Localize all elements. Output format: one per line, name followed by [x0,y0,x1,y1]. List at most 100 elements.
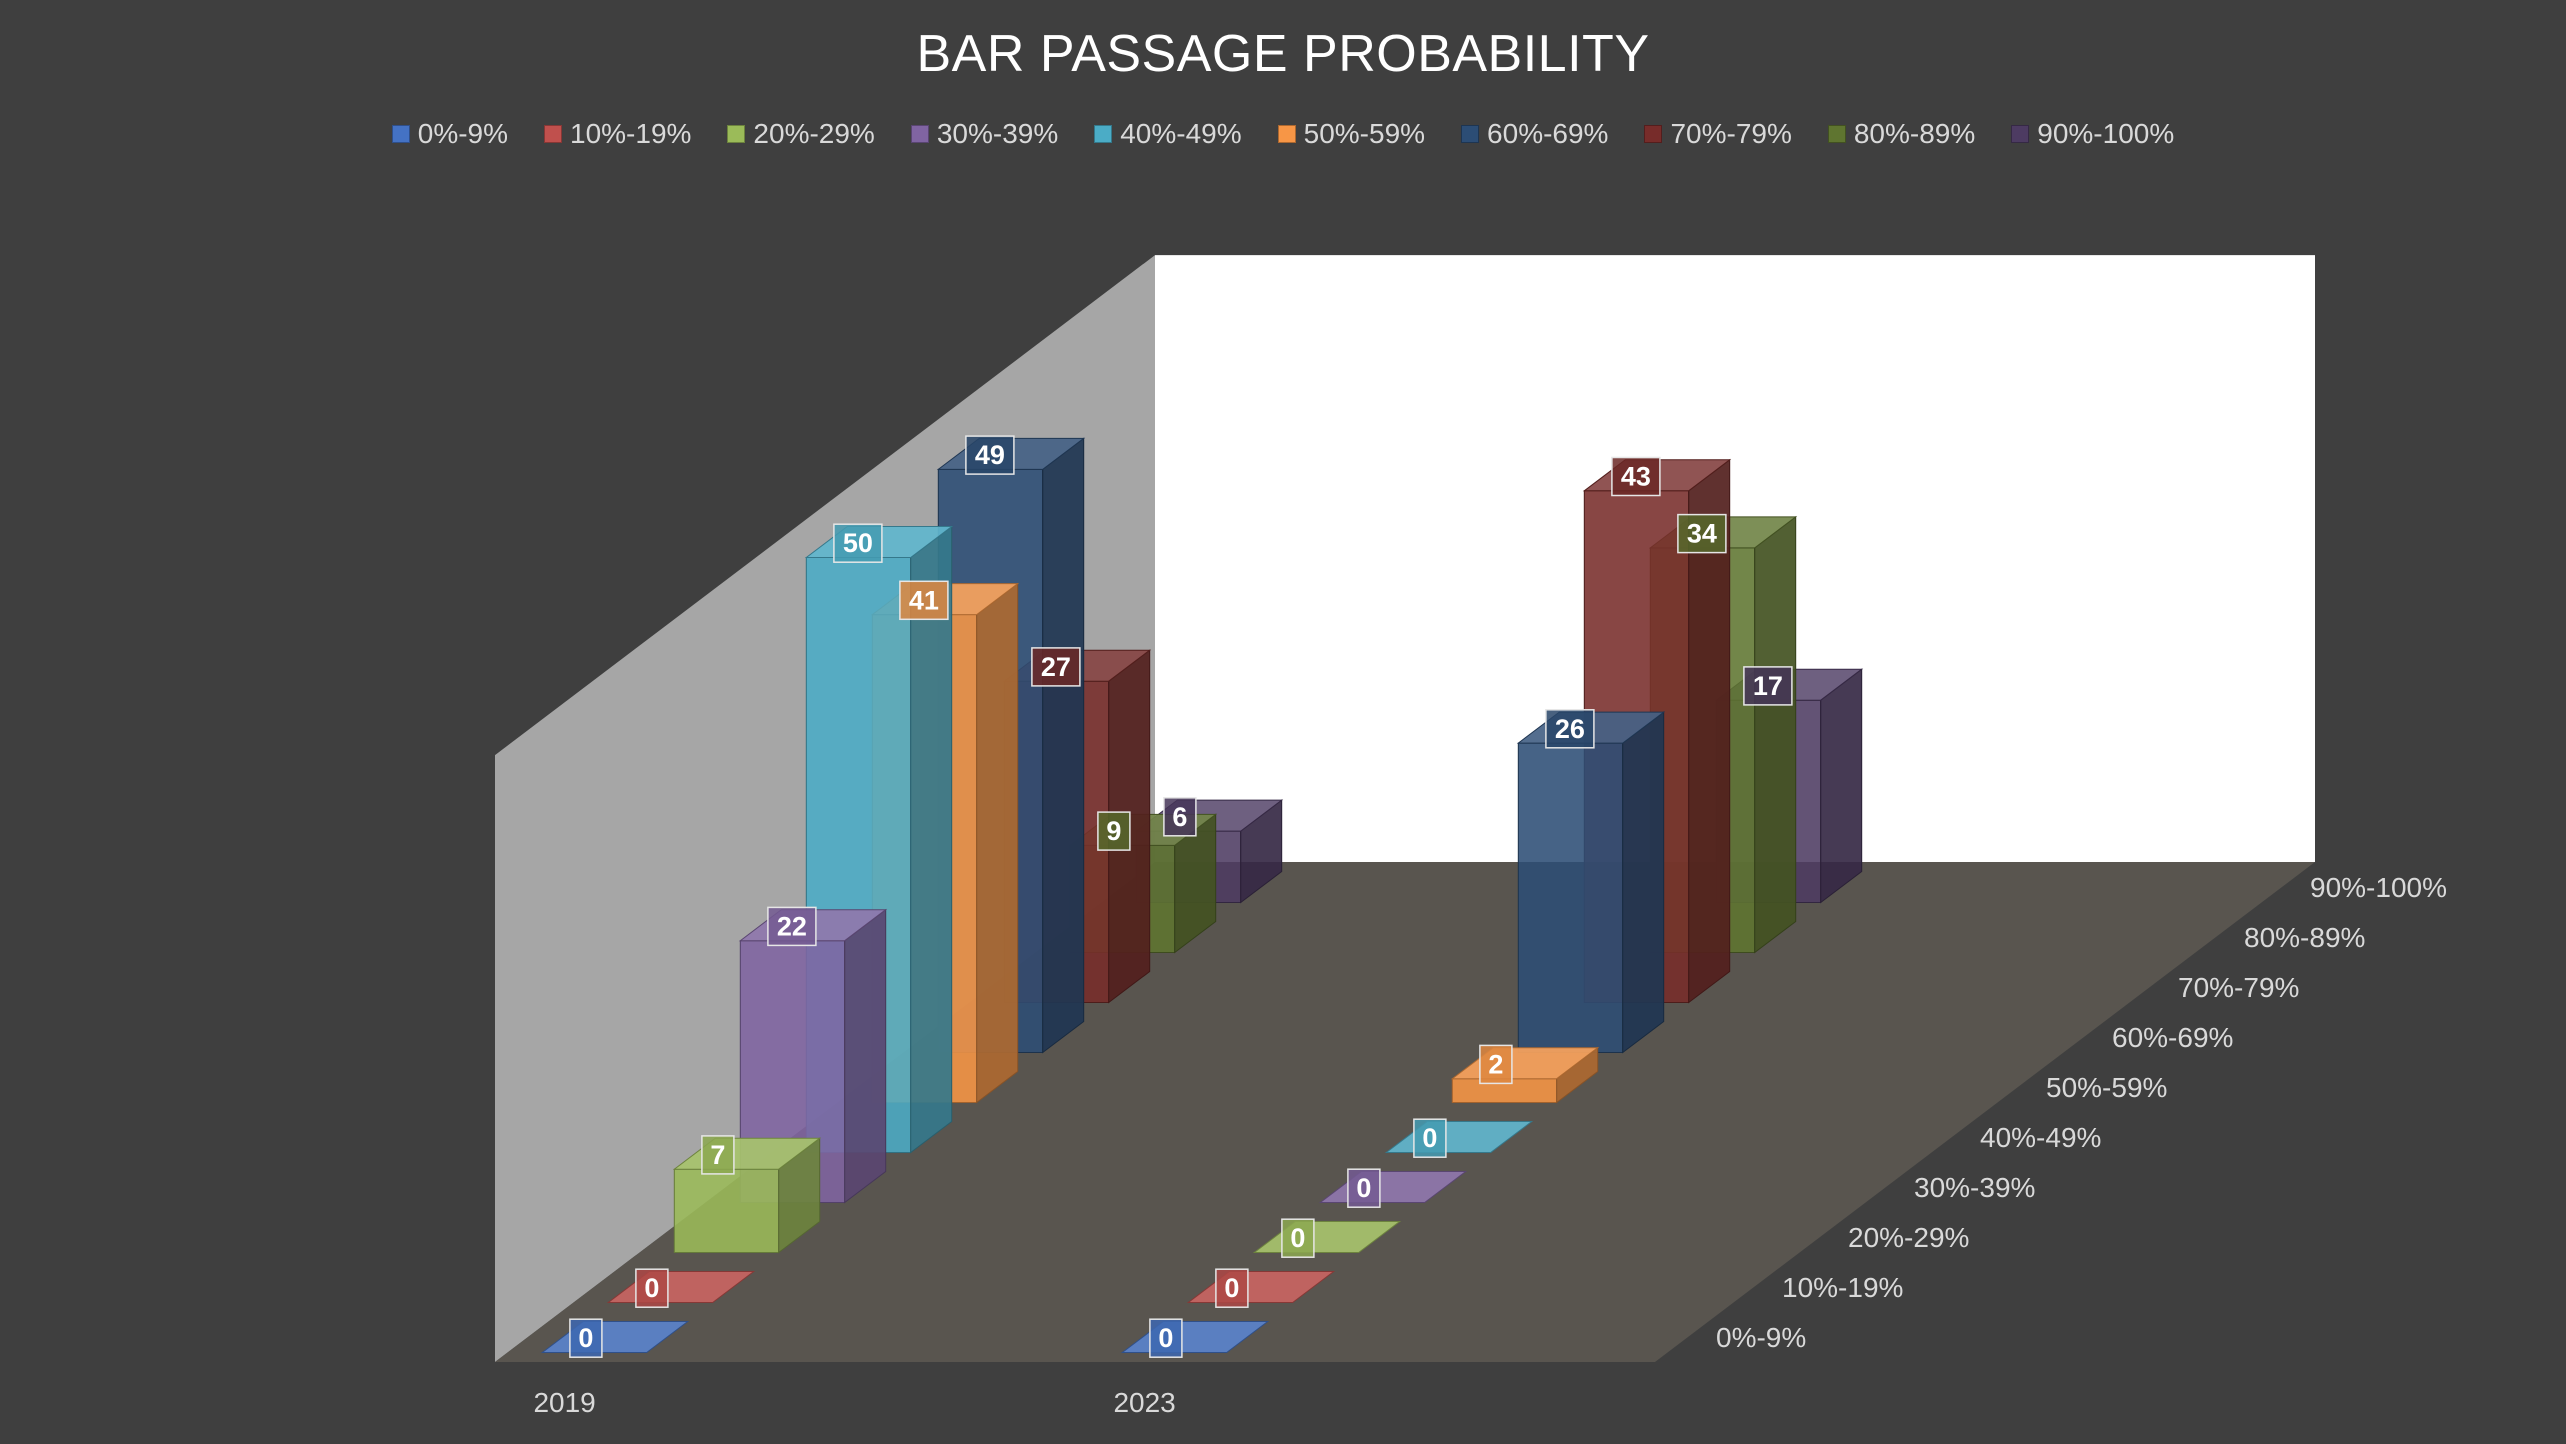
bar-side [1820,668,1863,904]
data-label-text: 6 [1172,802,1187,832]
data-label-box [1347,1168,1381,1208]
data-label-box [833,523,883,563]
data-label: 49 [965,435,1015,475]
data-label-box [1097,811,1131,851]
data-label: 17 [1743,666,1793,706]
depth-tick-label: 60%-69% [2112,1022,2233,1053]
data-label-box [569,1318,603,1358]
data-label-box [1545,709,1595,749]
data-label-text: 50 [843,528,873,558]
data-label-box [1031,647,1081,687]
bar-front [1517,742,1624,1053]
legend-swatch [1461,125,1480,143]
bar-60-69-2023 [1516,711,1666,1054]
x-tick-label: 2023 [1113,1387,1175,1418]
legend-swatch [1644,125,1663,143]
data-label-text: 9 [1106,816,1121,846]
depth-tick-label: 50%-59% [2046,1072,2167,1103]
legend: 0%-9% 10%-19% 20%-29% 30%-39% 40%-49% 50%-59%… [0,118,2566,150]
legend-label: 0%-9% [417,118,509,149]
bar-side [1622,711,1665,1054]
legend-swatch [1827,125,1846,143]
data-label: 0 [569,1318,603,1358]
data-label: 0 [1215,1268,1249,1308]
data-label-text: 27 [1041,652,1071,682]
depth-tick-label: 10%-19% [1782,1272,1903,1303]
data-label-text: 17 [1753,671,1783,701]
data-label-text: 0 [1422,1123,1437,1153]
legend-label: 60%-69% [1487,118,1609,149]
legend-item-30-39: 30%-39% [910,118,1058,150]
data-label-box [1215,1268,1249,1308]
legend-swatch [727,125,746,143]
bar-side [910,525,953,1154]
data-label: 2 [1479,1044,1513,1085]
data-label-box [1479,1044,1513,1085]
data-label-box [965,435,1015,475]
data-label-text: 49 [975,440,1005,470]
legend-label: 40%-49% [1120,118,1242,149]
data-label-text: 43 [1621,462,1651,492]
legend-swatch [1277,125,1296,143]
data-label-box [1677,513,1727,554]
data-label: 0 [1281,1218,1315,1258]
data-label: 0 [1347,1168,1381,1208]
data-label-box [899,580,949,621]
data-label: 43 [1611,456,1661,497]
depth-tick-label: 20%-29% [1848,1222,1969,1253]
data-label-text: 0 [1356,1173,1371,1203]
data-label-box [1413,1118,1447,1158]
data-label-text: 0 [1224,1273,1239,1303]
bar-side [1042,437,1085,1054]
data-label-box [767,906,817,947]
x-tick-label: 2019 [533,1387,595,1418]
legend-swatch [910,125,929,143]
data-label-text: 0 [644,1273,659,1303]
legend-item-40-49: 40%-49% [1094,118,1242,150]
data-label-box [635,1268,669,1308]
data-label-box [1743,666,1793,706]
legend-swatch [391,125,410,143]
data-label-text: 41 [909,585,939,615]
data-label: 41 [899,580,949,621]
data-label: 26 [1545,709,1595,749]
depth-tick-label: 30%-39% [1914,1172,2035,1203]
legend-swatch [2011,125,2030,143]
data-label-text: 34 [1687,519,1717,549]
legend-swatch [1094,125,1113,143]
legend-label: 80%-89% [1853,118,1976,149]
data-label: 34 [1677,513,1727,554]
data-label-text: 7 [710,1140,725,1170]
data-label-text: 26 [1555,714,1585,744]
legend-label: 50%-59% [1303,118,1426,149]
legend-item-10-19: 10%-19% [544,118,691,150]
legend-item-90-100: 90%-100% [2011,118,2174,150]
legend-item-0-9: 0%-9% [391,118,509,150]
depth-tick-label: 80%-89% [2244,922,2365,953]
data-label-box [1611,456,1661,497]
data-label: 0 [1413,1118,1447,1158]
data-label: 6 [1163,797,1197,837]
floor [495,862,2315,1362]
legend-swatch [544,125,563,143]
depth-tick-label: 70%-79% [2178,972,2299,1003]
bar-20-29-2019 [672,1137,822,1254]
bar-front [673,1168,780,1253]
data-label-box [1149,1318,1183,1358]
data-label-text: 22 [777,911,807,941]
depth-tick-label: 0%-9% [1716,1322,1806,1353]
data-label-text: 2 [1488,1049,1503,1079]
data-label: 0 [635,1268,669,1308]
legend-label: 10%-19% [570,118,692,149]
data-label-text: 0 [1158,1323,1173,1353]
data-label: 22 [767,906,817,947]
legend-item-80-89: 80%-89% [1827,118,1976,150]
data-label: 9 [1097,811,1131,851]
legend-item-70-79: 70%-79% [1644,118,1792,150]
data-label-box [1281,1218,1315,1258]
data-label: 7 [701,1135,735,1175]
legend-item-20-29: 20%-29% [727,118,875,150]
bar-side [976,582,1019,1104]
data-labels: 6 17 9 34 27 43 49 26 41 2 50 0 22 0 7 0 0 0 0 0 [569,435,1793,1358]
